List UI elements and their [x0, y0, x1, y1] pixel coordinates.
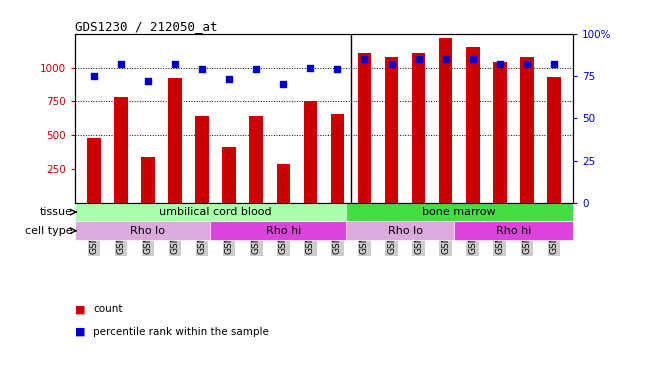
Text: GSM51407: GSM51407 [549, 205, 559, 254]
Text: ■: ■ [75, 304, 85, 314]
Point [441, 56, 451, 62]
Text: GSM51396: GSM51396 [143, 205, 152, 254]
Text: Rho hi: Rho hi [495, 226, 531, 236]
Text: count: count [93, 304, 122, 314]
Bar [357, 53, 371, 203]
Bar [87, 138, 100, 203]
Point [359, 56, 370, 62]
Point [89, 73, 99, 79]
Text: GSM51400: GSM51400 [197, 205, 206, 254]
Bar [547, 77, 561, 203]
Bar [223, 147, 236, 203]
Text: GSM51401: GSM51401 [468, 205, 477, 254]
Bar [168, 78, 182, 203]
Text: Rho hi: Rho hi [266, 226, 301, 236]
Point [332, 66, 342, 72]
Bar [346, 221, 465, 240]
Point [197, 66, 207, 72]
Text: GSM51395: GSM51395 [279, 205, 288, 254]
Bar [114, 98, 128, 203]
Text: GSM51392: GSM51392 [89, 205, 98, 254]
Bar [346, 203, 573, 221]
Bar [75, 221, 221, 240]
Point [251, 66, 262, 72]
Point [170, 61, 180, 67]
Point [413, 56, 424, 62]
Text: cell type: cell type [25, 226, 72, 236]
Text: tissue: tissue [39, 207, 72, 217]
Point [467, 56, 478, 62]
Point [278, 81, 288, 87]
Text: Rho lo: Rho lo [130, 226, 165, 236]
Point [116, 61, 126, 67]
Text: GSM51393: GSM51393 [252, 205, 260, 254]
Bar [210, 221, 356, 240]
Point [224, 76, 234, 82]
Bar [249, 116, 263, 203]
Point [549, 61, 559, 67]
Bar [493, 62, 506, 203]
Text: GSM51398: GSM51398 [171, 205, 180, 254]
Bar [454, 221, 573, 240]
Point [305, 64, 316, 70]
Text: umbilical cord blood: umbilical cord blood [159, 207, 272, 217]
Bar [466, 47, 480, 203]
Text: GDS1230 / 212050_at: GDS1230 / 212050_at [75, 20, 217, 33]
Bar [75, 203, 356, 221]
Bar [141, 157, 155, 203]
Bar [439, 38, 452, 203]
Text: GSM51399: GSM51399 [333, 205, 342, 254]
Text: GSM51391: GSM51391 [225, 205, 234, 254]
Text: Rho lo: Rho lo [387, 226, 422, 236]
Text: GSM51405: GSM51405 [522, 205, 531, 254]
Bar [195, 116, 209, 203]
Point [386, 61, 396, 67]
Text: GSM51397: GSM51397 [306, 205, 315, 254]
Point [521, 61, 532, 67]
Point [495, 61, 505, 67]
Text: percentile rank within the sample: percentile rank within the sample [93, 327, 269, 337]
Text: GSM51406: GSM51406 [414, 205, 423, 254]
Point [143, 78, 153, 84]
Bar [520, 57, 534, 203]
Bar [303, 101, 317, 203]
Bar [331, 114, 344, 203]
Text: GSM51408: GSM51408 [441, 205, 450, 254]
Text: GSM51404: GSM51404 [387, 205, 396, 254]
Text: GSM51402: GSM51402 [360, 205, 369, 254]
Text: ■: ■ [75, 327, 85, 337]
Text: bone marrow: bone marrow [422, 207, 496, 217]
Text: GSM51394: GSM51394 [117, 205, 126, 254]
Text: GSM51403: GSM51403 [495, 205, 505, 254]
Bar [412, 53, 425, 203]
Bar [385, 57, 398, 203]
Bar [277, 164, 290, 203]
